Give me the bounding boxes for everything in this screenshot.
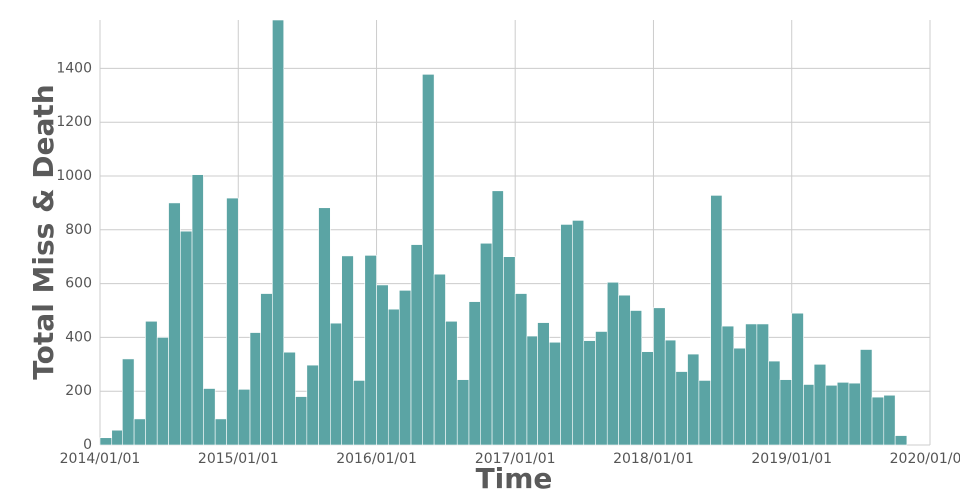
bar: [664, 339, 677, 446]
bar: [133, 418, 146, 446]
bar: [836, 382, 850, 446]
bar: [99, 437, 113, 446]
bar: [813, 364, 827, 446]
x-axis-title: Time: [476, 462, 553, 495]
bar: [548, 341, 561, 446]
bar: [468, 301, 481, 446]
bar: [330, 322, 342, 446]
bar: [583, 340, 596, 446]
bar: [883, 394, 896, 446]
bar: [503, 256, 516, 446]
bar: [237, 389, 251, 446]
bar: [721, 325, 735, 446]
bar: [756, 323, 769, 446]
bar: [272, 19, 285, 446]
bar: [180, 230, 193, 446]
bar: [871, 396, 885, 446]
bar: [111, 429, 123, 446]
bar: [480, 242, 493, 446]
bar: [606, 281, 619, 446]
bar: [859, 349, 873, 446]
bar: [698, 380, 711, 446]
y-axis-title: Total Miss & Death: [27, 84, 60, 379]
bar: [560, 224, 573, 446]
bar: [641, 351, 654, 446]
bar: [572, 220, 585, 446]
bar: [364, 255, 377, 446]
bar: [710, 195, 723, 446]
bar: [653, 307, 666, 446]
y-tick-label: 0: [83, 437, 92, 453]
bar: [791, 312, 804, 446]
bar: [768, 360, 781, 446]
bar: [168, 202, 181, 446]
bar: [433, 273, 446, 446]
bar: [122, 358, 135, 446]
bar: [675, 371, 688, 446]
bar: [848, 382, 861, 446]
x-tick-label: 2020/01/01: [890, 451, 960, 467]
x-tick-label: 2017/01/01: [475, 451, 556, 467]
x-tick-label: 2019/01/01: [751, 451, 832, 467]
bar: [214, 418, 227, 446]
bar: [733, 347, 746, 446]
bar: [283, 351, 296, 446]
bar: [537, 322, 550, 446]
y-tick-label: 1400: [56, 60, 92, 76]
y-tick-label: 400: [65, 329, 92, 345]
bar: [295, 396, 308, 446]
bar: [745, 323, 758, 446]
bar: [779, 379, 793, 446]
bar: [526, 335, 538, 446]
bar: [687, 353, 700, 446]
x-tick-label: 2018/01/01: [613, 451, 694, 467]
x-tick-label: 2016/01/01: [336, 451, 417, 467]
bar: [595, 331, 608, 446]
y-tick-label: 1200: [56, 114, 92, 130]
bar: [318, 207, 331, 446]
bar: [249, 332, 261, 446]
y-tick-label: 800: [65, 222, 92, 238]
bar: [387, 308, 400, 446]
bar: [145, 320, 158, 446]
bar: [226, 197, 239, 446]
y-tick-label: 200: [65, 383, 92, 399]
bar: [398, 290, 412, 446]
bar: [260, 293, 273, 446]
bar: [191, 174, 204, 446]
bar: [894, 435, 908, 446]
bar: [491, 190, 504, 446]
bar: [156, 337, 169, 446]
x-tick-label: 2014/01/01: [60, 451, 141, 467]
bar: [825, 384, 838, 446]
bar: [203, 388, 216, 446]
bar: [353, 380, 366, 446]
bar: [514, 293, 528, 446]
bar: [306, 364, 319, 446]
bar: [456, 379, 470, 446]
bar: [618, 294, 631, 446]
bar: [341, 255, 354, 446]
bar: [410, 244, 423, 446]
y-tick-label: 1000: [56, 168, 92, 184]
y-tick-label: 600: [65, 276, 92, 292]
bar: [376, 284, 389, 446]
bar: [422, 74, 435, 446]
x-tick-label: 2015/01/01: [198, 451, 279, 467]
bar: [630, 310, 643, 446]
bar: [803, 384, 815, 446]
bar: [445, 320, 458, 446]
